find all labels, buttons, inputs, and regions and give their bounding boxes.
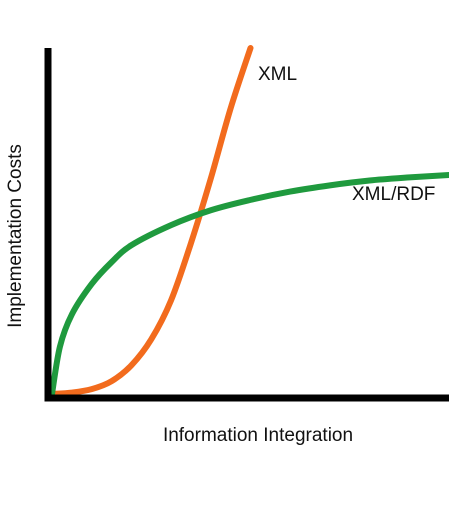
series-label-xml: XML [258, 64, 297, 85]
series-label-xml-rdf: XML/RDF [352, 184, 435, 205]
label-layer: XML XML/RDF [258, 64, 435, 205]
y-axis-label: Implementation Costs [5, 144, 26, 328]
series-layer [49, 45, 449, 397]
series-line-xml [49, 45, 254, 397]
x-axis-label: Information Integration [163, 425, 353, 446]
series-line-xml-rdf [49, 171, 449, 397]
